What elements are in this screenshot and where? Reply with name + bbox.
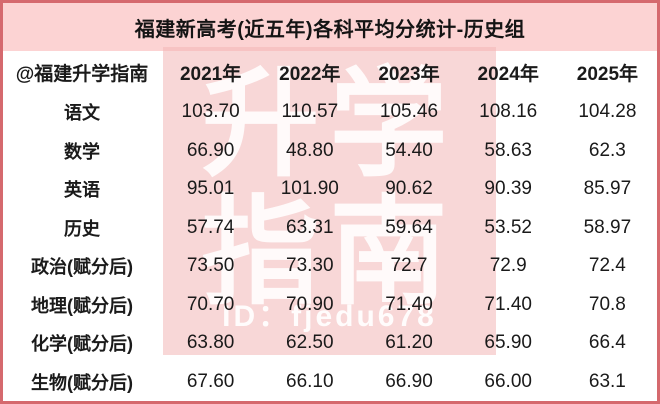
score-cell: 65.90 (484, 332, 532, 354)
score-cell: 57.74 (186, 216, 235, 238)
table-row: 生物(赋分后) 67.60 66.10 66.90 66.00 63.1 (3, 363, 657, 402)
score-cell: 62.3 (588, 139, 626, 161)
score-cell: 58.97 (583, 216, 632, 238)
table-row: 数学 66.90 48.80 54.40 58.63 62.3 (3, 132, 657, 171)
score-cell: 66.4 (588, 332, 626, 354)
score-cell: 53.52 (484, 216, 532, 238)
year-header: 2021年 (179, 63, 242, 85)
table-row: 地理(赋分后) 70.70 70.90 71.40 71.40 70.8 (3, 286, 657, 325)
subject-label: 地理(赋分后) (31, 295, 133, 316)
score-cell: 72.9 (489, 255, 527, 277)
score-cell: 66.10 (286, 370, 334, 392)
score-cell: 90.39 (484, 178, 532, 200)
subject-label: 语文 (64, 103, 100, 124)
score-cell: 73.30 (286, 255, 334, 277)
score-cell: 104.28 (578, 101, 637, 123)
title-band: 福建新高考(近五年)各科平均分统计-历史组 (3, 3, 657, 51)
source-label: @福建升学指南 (15, 63, 149, 85)
score-cell: 72.4 (588, 255, 626, 277)
year-header: 2024年 (477, 63, 539, 85)
subject-label: 政治(赋分后) (31, 257, 133, 278)
score-cell: 66.90 (385, 370, 433, 392)
score-cell: 108.16 (479, 101, 538, 123)
score-cell: 66.90 (186, 139, 235, 161)
subject-label: 历史 (64, 218, 100, 239)
score-cell: 63.80 (186, 332, 235, 354)
table-row: 政治(赋分后) 73.50 73.30 72.7 72.9 72.4 (3, 247, 657, 286)
score-cell: 54.40 (385, 139, 433, 161)
table-row: 英语 95.01 101.90 90.62 90.39 85.97 (3, 170, 657, 209)
score-cell: 110.57 (281, 101, 339, 123)
subject-label: 数学 (64, 141, 100, 162)
table-row: 化学(赋分后) 63.80 62.50 61.20 65.90 66.4 (3, 324, 657, 363)
score-cell: 63.31 (286, 216, 334, 238)
score-cell: 58.63 (484, 139, 532, 161)
score-cell: 85.97 (583, 178, 632, 200)
table-row: 语文 103.70 110.57 105.46 108.16 104.28 (3, 93, 657, 132)
score-cell: 105.46 (379, 101, 439, 123)
score-cell: 72.7 (390, 255, 428, 277)
subject-label: 英语 (64, 180, 100, 201)
score-cell: 63.1 (588, 370, 626, 392)
score-cell: 73.50 (186, 255, 235, 277)
year-header: 2023年 (378, 63, 440, 85)
score-cell: 95.01 (186, 178, 235, 200)
scores-table: @福建升学指南 2021年 2022年 2023年 2024年 2025年 语文 103.… (3, 51, 657, 401)
score-cell: 48.80 (286, 139, 334, 161)
table-row: 历史 57.74 63.31 59.64 53.52 58.97 (3, 209, 657, 248)
score-cell: 59.64 (385, 216, 433, 238)
score-cell: 90.62 (385, 178, 433, 200)
table-header-row: @福建升学指南 2021年 2022年 2023年 2024年 2025年 (3, 51, 657, 93)
score-cell: 70.70 (186, 293, 235, 315)
subject-label: 化学(赋分后) (31, 334, 133, 355)
score-cell: 61.20 (385, 332, 433, 354)
score-cell: 70.90 (286, 293, 334, 315)
year-header: 2022年 (279, 63, 341, 85)
score-cell: 71.40 (484, 293, 532, 315)
score-cell: 62.50 (286, 332, 334, 354)
score-cell: 71.40 (385, 293, 433, 315)
page-title: 福建新高考(近五年)各科平均分统计-历史组 (134, 18, 526, 41)
score-cell: 66.00 (484, 370, 532, 392)
subject-label: 生物(赋分后) (31, 372, 133, 393)
score-cell: 70.8 (588, 293, 626, 315)
table-area: 升学 指南 ID：fjedu678 @福建升学指南 2021年 2022年 2023… (3, 47, 657, 401)
year-header: 2025年 (576, 63, 639, 85)
score-cell: 101.90 (280, 178, 339, 200)
score-cell: 67.60 (186, 370, 235, 392)
score-cell: 103.70 (181, 101, 240, 123)
